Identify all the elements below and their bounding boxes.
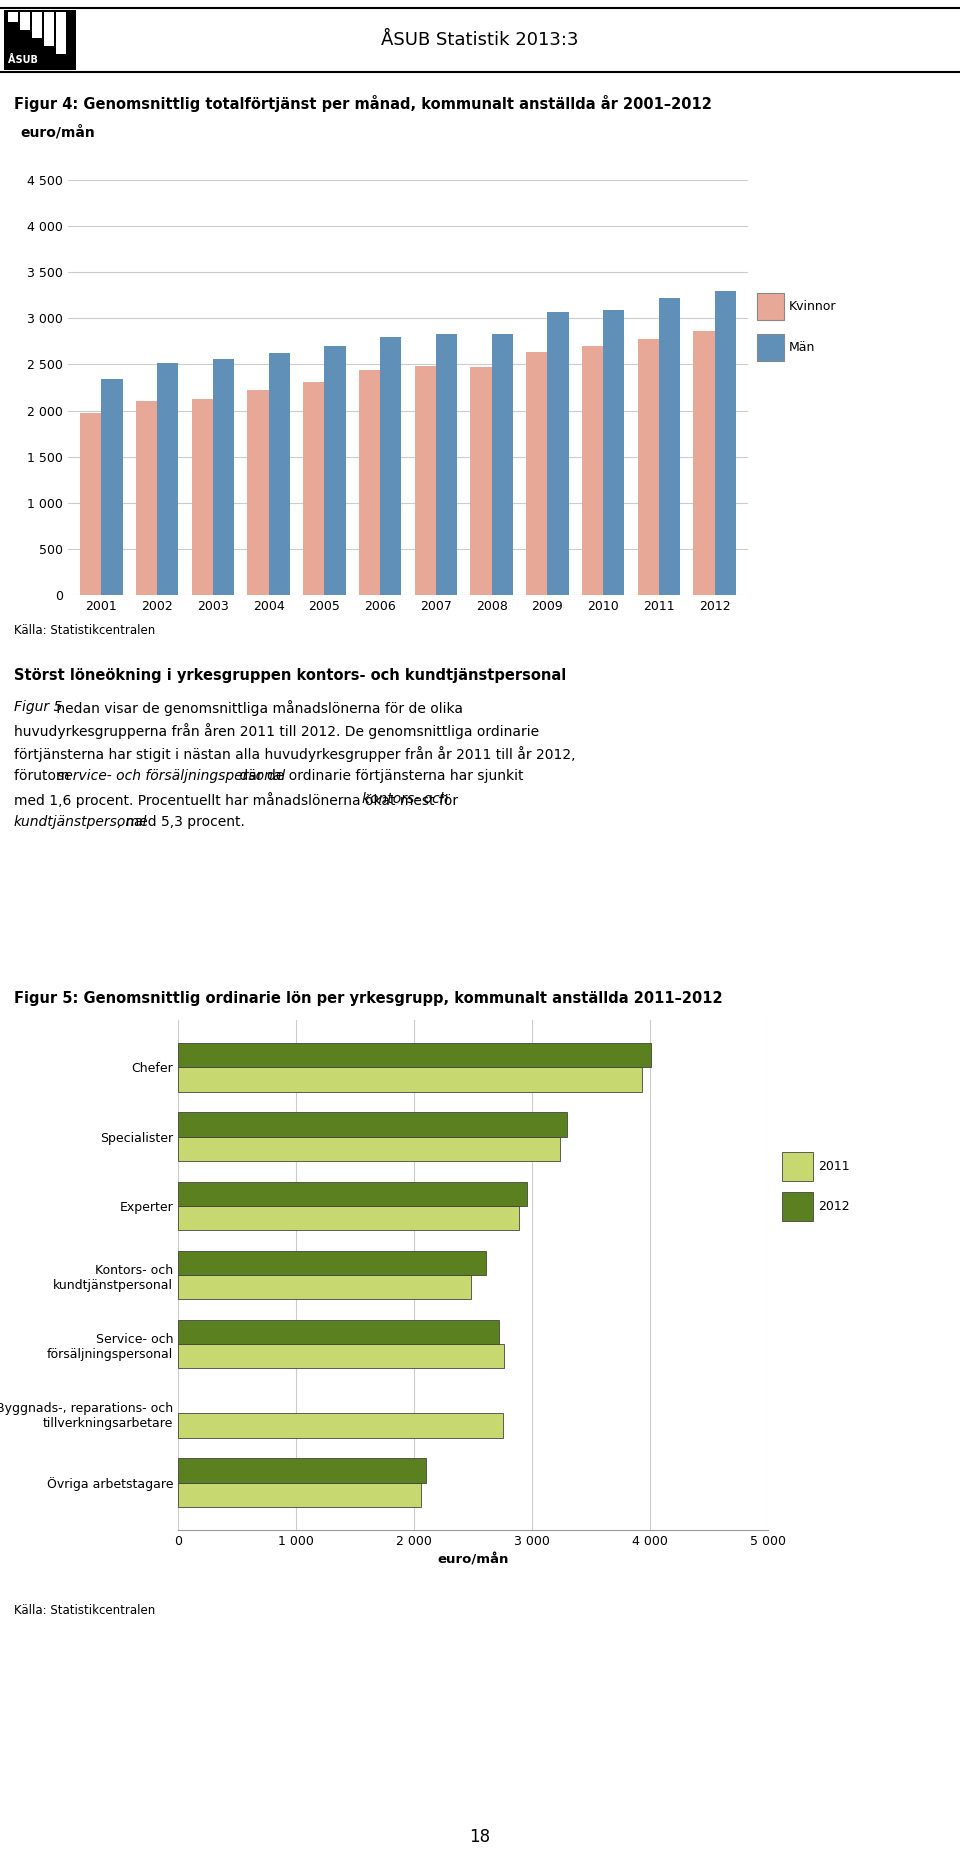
Bar [102,378,123,595]
Bar [603,309,624,595]
Text: ÅSUB Statistik 2013:3: ÅSUB Statistik 2013:3 [381,32,579,48]
Bar [714,291,735,595]
Bar [659,298,680,595]
Text: nedan visar de genomsnittliga månadslönerna för de olika: nedan visar de genomsnittliga månadslöne… [52,701,463,716]
Bar [4,9,76,71]
Bar [380,337,401,595]
Bar [436,334,457,595]
Text: Källa: Statistikcentralen: Källa: Statistikcentralen [14,1603,156,1616]
Text: med 1,6 procent. Procentuellt har månadslönerna ökat mest för: med 1,6 procent. Procentuellt har månads… [14,792,463,807]
Text: 2012: 2012 [819,1200,851,1213]
Bar [782,1193,813,1221]
Bar [44,11,54,47]
Bar [547,311,568,595]
Text: Störst löneökning i yrkesgruppen kontors- och kundtjänstpersonal: Störst löneökning i yrkesgruppen kontors… [14,667,566,682]
Bar [178,1320,499,1344]
Bar [8,11,18,22]
Text: huvudyrkesgrupperna från åren 2011 till 2012. De genomsnittliga ordinarie: huvudyrkesgrupperna från åren 2011 till … [14,723,540,738]
Bar [637,339,659,595]
Text: kundtjänstpersonal: kundtjänstpersonal [14,815,148,829]
Bar [178,1275,470,1299]
Bar [81,412,102,595]
Bar [248,390,269,595]
Text: , med 5,3 procent.: , med 5,3 procent. [117,815,245,829]
Text: 2011: 2011 [819,1159,851,1172]
Bar [178,1068,641,1092]
Text: kontors- och: kontors- och [362,792,448,805]
Bar [56,11,66,54]
Bar [526,352,547,595]
Text: Figur 4: Genomsnittlig totalförtjänst per månad, kommunalt anställda år 2001–201: Figur 4: Genomsnittlig totalförtjänst pe… [14,95,712,112]
Bar [415,367,436,595]
Text: Kvinnor: Kvinnor [788,300,836,313]
Bar [178,1413,502,1437]
Text: förtjänsterna har stigit i nästan alla huvudyrkesgrupper från år 2011 till år 20: förtjänsterna har stigit i nästan alla h… [14,746,575,762]
Bar [359,369,380,595]
Bar [303,382,324,595]
Text: Källa: Statistikcentralen: Källa: Statistikcentralen [14,623,156,636]
Text: service- och försäljningspersonal: service- och försäljningspersonal [57,770,285,783]
Bar [324,347,346,595]
Text: förutom: förutom [14,770,74,783]
Bar [136,401,157,595]
Text: Män: Män [788,341,815,354]
Text: Figur 5: Genomsnittlig ordinarie lön per yrkesgrupp, kommunalt anställda 2011–20: Figur 5: Genomsnittlig ordinarie lön per… [14,990,723,1005]
Bar [178,1182,527,1206]
Bar [470,367,492,595]
Bar [178,1458,426,1482]
Bar [782,1152,813,1180]
Bar [178,1137,561,1161]
Bar [269,354,290,595]
Bar [178,1044,651,1068]
X-axis label: euro/mån: euro/mån [438,1553,509,1566]
Bar [178,1482,421,1506]
Bar [20,11,30,30]
Bar [693,332,714,595]
Bar [582,347,603,595]
Text: 18: 18 [469,1829,491,1847]
Bar [178,1251,486,1275]
Bar [178,1206,519,1230]
Text: ÅSUB: ÅSUB [8,54,37,65]
Text: Figur 5: Figur 5 [14,701,62,714]
Bar [757,293,783,321]
Text: där de ordinarie förtjänsterna har sjunkit: där de ordinarie förtjänsterna har sjunk… [235,770,523,783]
Bar [178,1344,504,1368]
Text: euro/mån: euro/mån [20,125,95,140]
Bar [213,360,234,595]
Bar [157,363,179,595]
Bar [178,1113,567,1137]
Bar [32,11,42,37]
Bar [192,399,213,595]
Bar [492,334,513,595]
Bar [757,334,783,362]
